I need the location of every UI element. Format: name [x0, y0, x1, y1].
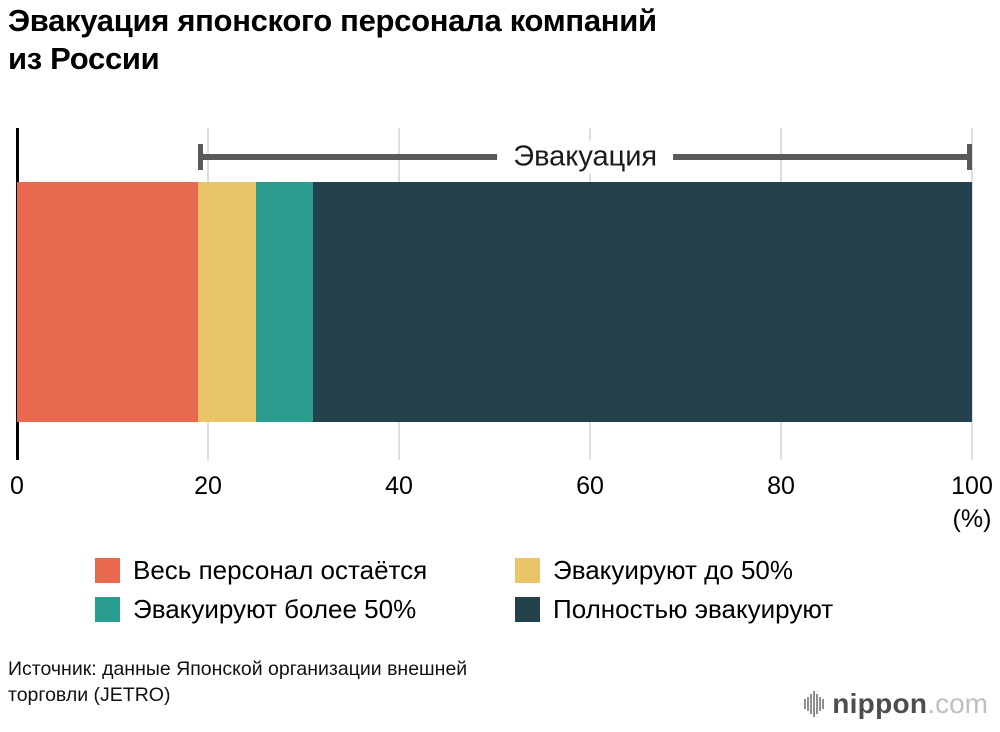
logo-brand: nippon	[832, 688, 928, 719]
legend-swatch	[515, 557, 540, 583]
bracket-label: Эвакуация	[497, 140, 674, 174]
legend: Весь персонал остаётся Эвакуируют до 50% Э…	[95, 554, 833, 625]
evacuation-bracket: Эвакуация	[198, 140, 972, 174]
bar-segment	[313, 182, 972, 422]
x-tick-label: 20	[194, 472, 222, 500]
logo-wordmark: nippon.com	[832, 688, 988, 720]
nippon-logo-icon	[804, 691, 825, 717]
bar-segment	[198, 182, 256, 422]
legend-label: Эвакуируют до 50%	[553, 554, 793, 585]
legend-label: Эвакуируют более 50%	[133, 593, 417, 624]
x-tick-label: 60	[576, 472, 604, 500]
chart-plot-area: Эвакуация	[16, 128, 973, 460]
stacked-bar	[17, 182, 972, 422]
legend-label: Полностью эвакуируют	[553, 593, 834, 624]
source-line-1: Источник: данные Японской организации вн…	[8, 658, 468, 680]
legend-item: Весь персонал остаётся	[95, 554, 515, 586]
legend-label: Весь персонал остаётся	[133, 554, 428, 585]
title-line-2: из России	[8, 41, 160, 76]
x-tick-label: 80	[767, 472, 795, 500]
x-tick-label: 40	[385, 472, 413, 500]
gridline	[971, 128, 973, 460]
x-axis-unit: (%)	[952, 505, 992, 533]
x-tick-label: 0	[10, 472, 24, 500]
legend-swatch	[95, 596, 120, 622]
nippon-logo: nippon.com	[804, 688, 988, 720]
bracket-left-cap	[198, 144, 204, 170]
bracket-right-cap	[966, 144, 972, 170]
legend-item: Полностью эвакуируют	[515, 593, 833, 625]
legend-swatch	[515, 596, 540, 622]
page-title: Эвакуация японского персонала компаний и…	[8, 2, 657, 78]
logo-tld: .com	[927, 688, 988, 719]
source-line-2: торговли (JETRO)	[8, 684, 171, 706]
x-tick-label: 100	[951, 472, 993, 500]
legend-item: Эвакуируют более 50%	[95, 593, 515, 625]
bar-segment	[255, 182, 314, 422]
legend-item: Эвакуируют до 50%	[515, 554, 833, 586]
bar-segment	[17, 182, 199, 422]
legend-swatch	[95, 557, 120, 583]
x-axis-ticks: (%) 0 20 40 60 80 100	[10, 472, 993, 536]
title-line-1: Эвакуация японского персонала компаний	[8, 3, 657, 38]
source-note: Источник: данные Японской организации вн…	[8, 656, 467, 708]
